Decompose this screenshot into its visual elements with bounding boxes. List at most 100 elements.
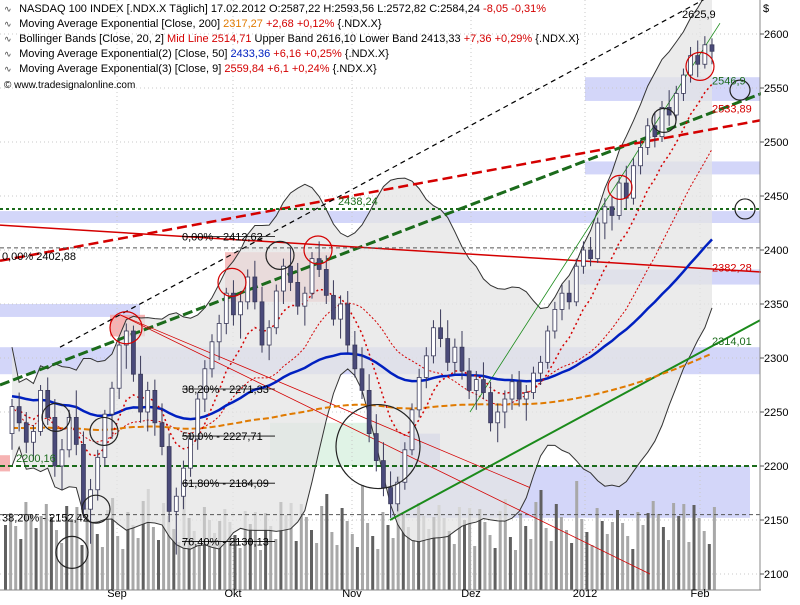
volume-bar [310,530,313,590]
volume-bar [248,524,252,590]
volume-bar [437,505,441,590]
y-tick-label: 2600 [764,29,788,41]
instrument-date: 17.02.2012 [210,3,266,15]
pattern-circles [41,51,756,570]
candle-body [488,392,493,424]
watermark-text: www.tradesignalonline.com [14,80,136,91]
volume-bar [554,504,558,590]
volume-bar [90,521,94,590]
volume-bar [299,504,303,590]
candle-body [288,265,293,283]
fib-label: 0,00% - 2412,62 [182,231,263,243]
candle-body [609,206,615,216]
volume-bar [243,511,247,590]
volume-bar [157,540,160,590]
currency-label: $ [763,3,769,15]
volume-bar [641,525,645,590]
candle-body [152,389,158,424]
legend-ema9[interactable]: ∿ Moving Average Exponential(3) [Close, … [4,62,579,77]
volume-bar [223,509,227,590]
candle-body [238,301,243,316]
label-2438: 2438,24 [338,196,378,208]
candle-body [188,438,193,469]
volume-bar [585,532,589,590]
volume-bar [39,516,43,590]
volume-bar [167,516,171,590]
volume-bar [284,515,288,590]
volume-bar [34,528,38,590]
volume-bar [529,539,533,590]
candle-body [252,276,258,303]
volume-bar [442,518,446,590]
volume-bar [340,508,344,590]
volume-bar [259,550,262,590]
study-label: Bollinger Bands [Close, 20, 2] [19,33,164,45]
volume-bar [570,543,574,590]
volume-bar [294,541,298,590]
volume-bar [111,498,115,590]
study-suffix: {.NDX.X} [535,33,580,45]
y-axis-panel [761,0,800,600]
candle-body [495,411,501,424]
volume-bar [187,518,191,590]
volume-bar [208,520,211,590]
candle-body [659,107,665,138]
pattern-circle [55,535,89,570]
trend-black-dashed [59,0,705,348]
volume-bar [682,504,686,590]
fib-label: 76,40% - 2130,13 [182,536,269,548]
volume-bar [24,502,28,590]
legend-instrument[interactable]: ∿ NASDAQ 100 INDEX [.NDX.X Täglich] 17.0… [4,2,579,17]
legend-bollinger[interactable]: ∿ Bollinger Bands [Close, 20, 2] Mid Lin… [4,32,579,47]
volume-bar [141,501,145,590]
volume-bar [162,503,166,590]
candle-body [138,373,143,413]
candle-body [688,55,693,76]
volume-bar [539,490,543,590]
study-suffix: {.NDX.X} [332,63,377,75]
volume-bar [366,523,370,590]
candle-body [602,206,608,224]
y-tick-label: 2450 [764,191,788,203]
study-value: 2433,36 [230,48,271,60]
study-change: +2,68 +0,12% [265,18,335,30]
legend-ema50[interactable]: ∿ Moving Average Exponential(2) [Close, … [4,47,579,62]
volume-bar [651,501,655,590]
y-tick-label: 2100 [764,569,788,581]
study-icon: ∿ [4,49,12,59]
y-tick-label: 2300 [764,353,788,365]
y-tick-label: 2500 [764,137,788,149]
candle-body [245,276,251,303]
volume-bar [177,542,181,590]
volume-bar [345,521,349,590]
volume-bar [396,476,400,590]
candle-body [709,44,715,52]
candle-body [309,258,315,294]
candle-body [373,433,379,462]
candle-body [402,449,408,483]
volume-bar [616,510,619,590]
volume-bar [238,548,242,590]
candle-body [388,487,393,505]
volume-bar [146,489,150,590]
volume-bar [289,503,293,590]
volume-bar [463,520,466,590]
legend-ema200[interactable]: ∿ Moving Average Exponential [Close, 200… [4,17,579,32]
candle-body [681,74,686,94]
candle-body [145,389,151,413]
volume-bar [565,530,568,590]
volume-bar [269,526,273,590]
candle-body [352,344,358,370]
candle-body [52,416,58,467]
volume-bar [595,508,599,590]
volume-bar [335,545,339,590]
study-label: Moving Average Exponential [Close, 200] [19,18,221,30]
pattern-circle [265,240,295,270]
candle-body [452,346,458,363]
x-tick-label: Okt [224,588,241,600]
x-tick-label: Dez [461,588,481,600]
volume-bar [315,543,319,590]
fib-label: 61,80% - 2184,09 [182,478,269,490]
volume-bar [70,519,74,590]
